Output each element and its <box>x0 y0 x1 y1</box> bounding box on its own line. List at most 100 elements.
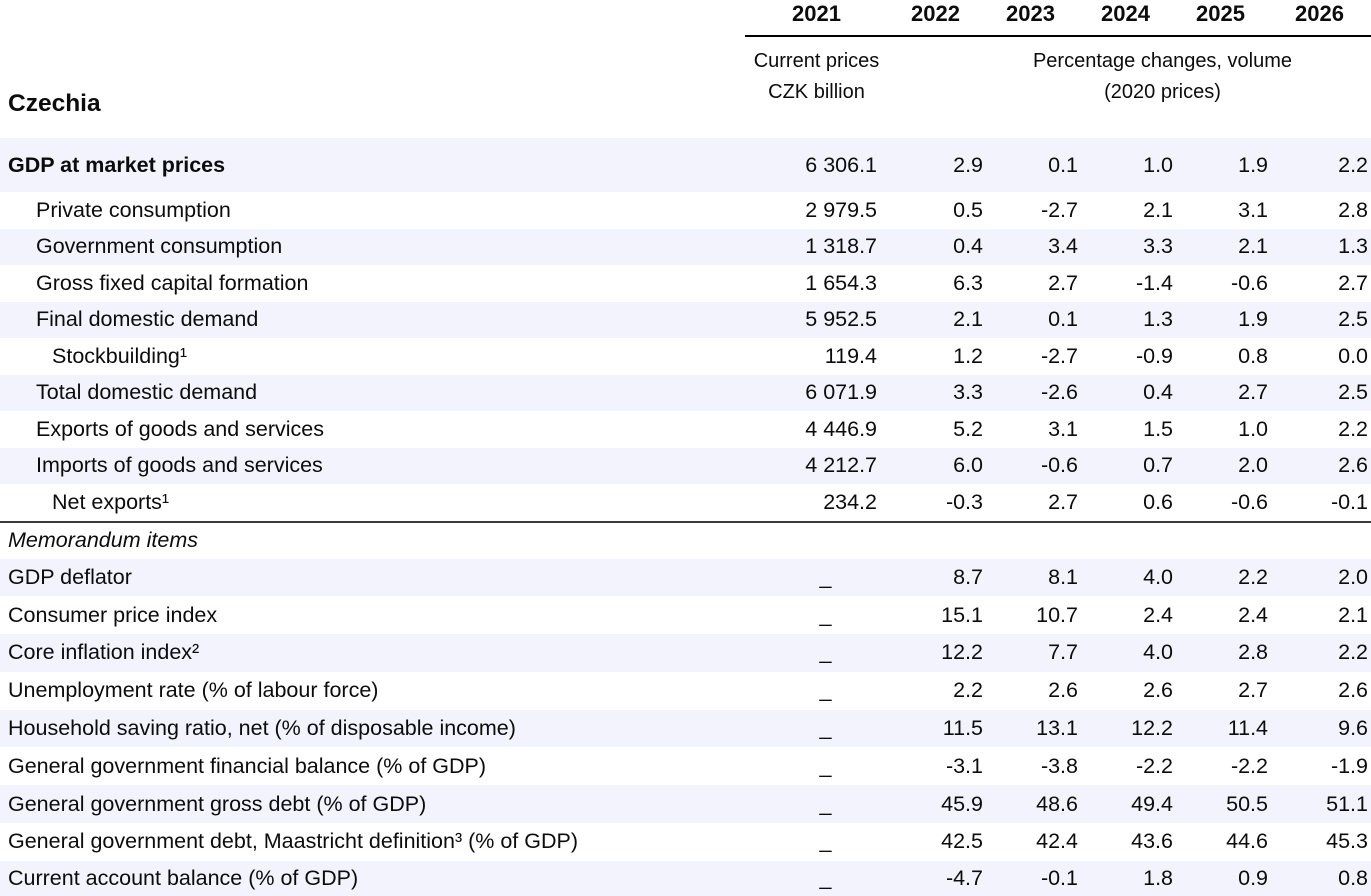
table-cell: 2.4 <box>1143 602 1173 627</box>
table-cell: 2.1 <box>1338 602 1368 627</box>
table-cell: 2.0 <box>1338 564 1368 589</box>
table-cell: 49.4 <box>1131 791 1173 816</box>
table-cell: 2.7 <box>1048 270 1078 295</box>
table-cell: 2.1 <box>1143 197 1173 222</box>
table-cell: 2.5 <box>1338 307 1368 332</box>
label-column-spacer <box>0 0 745 37</box>
table-cell: _ <box>819 753 832 778</box>
year-column-header: 2023 <box>1006 1 1055 26</box>
table-cell: -0.1 <box>1040 865 1078 890</box>
table-cell: 119.4 <box>824 343 877 368</box>
table-cell: 12.2 <box>1131 716 1173 741</box>
table-cell: 2.4 <box>1238 602 1268 627</box>
table-cell: 42.4 <box>1036 829 1078 854</box>
year-column-header: 2025 <box>1196 1 1245 26</box>
table-cell: 13.1 <box>1036 716 1078 741</box>
table-cell: 0.5 <box>953 197 983 222</box>
table-cell: 44.6 <box>1226 829 1268 854</box>
year-column-header: 2024 <box>1101 1 1150 26</box>
table-row: Core inflation index² _ 12.2 7.7 4.0 2.8… <box>0 634 1371 672</box>
table-cell: 2.9 <box>953 152 983 177</box>
table-cell: 3.3 <box>953 380 983 405</box>
row-label: Total domestic demand <box>36 380 258 405</box>
table-cell: _ <box>819 564 832 589</box>
table-cell: 1.2 <box>953 343 983 368</box>
table-cell: _ <box>819 829 832 854</box>
table-cell: 6 071.9 <box>805 380 877 405</box>
row-label: Gross fixed capital formation <box>36 270 309 295</box>
current-prices-line2: CZK billion <box>768 81 865 103</box>
table-cell: 4.0 <box>1143 564 1173 589</box>
table-cell: -0.6 <box>1040 453 1078 478</box>
table-row: Government consumption 1 318.7 0.4 3.4 3… <box>0 228 1371 265</box>
section-label: Memorandum items <box>8 528 198 552</box>
table-cell: 43.6 <box>1131 829 1173 854</box>
table-cell: 0.8 <box>1338 865 1368 890</box>
country-title: Czechia <box>8 90 101 117</box>
volume-subtitle: Percentage changes, volume (2020 prices) <box>888 37 1371 138</box>
table-row: Gross fixed capital formation 1 654.3 6.… <box>0 265 1371 302</box>
table-cell: 1.9 <box>1238 152 1268 177</box>
year-column-header: 2021 <box>792 1 841 26</box>
row-label: Unemployment rate (% of labour force) <box>8 678 379 703</box>
table-cell: 0.0 <box>1338 343 1368 368</box>
table-cell: 0.6 <box>1143 489 1173 514</box>
table-cell: 1 654.3 <box>805 270 877 295</box>
table-cell: _ <box>819 640 832 665</box>
table-cell: 0.1 <box>1048 307 1078 332</box>
table-cell: 50.5 <box>1226 791 1268 816</box>
table-cell: 3.4 <box>1048 234 1078 259</box>
table-cell: -0.3 <box>945 489 983 514</box>
year-columns-rule: 2021 2022 2023 2024 2025 2026 <box>745 0 1371 37</box>
table-cell: 1 318.7 <box>805 234 877 259</box>
current-prices-line1: Current prices <box>753 50 880 72</box>
table-cell: 0.4 <box>953 234 983 259</box>
table-cell: -2.2 <box>1135 753 1173 778</box>
table-cell: 3.1 <box>1048 416 1078 441</box>
table-cell: -2.7 <box>1040 343 1078 368</box>
table-cell: 0.8 <box>1238 343 1268 368</box>
current-prices-subtitle: Current prices CZK billion <box>745 37 888 138</box>
table-cell: 2.7 <box>1238 678 1268 703</box>
table-cell: 7.7 <box>1048 640 1078 665</box>
table-row: Exports of goods and services 4 446.9 5.… <box>0 411 1371 448</box>
table-cell: 42.5 <box>941 829 983 854</box>
table-cell: 2.2 <box>1338 640 1368 665</box>
table-cell: 9.6 <box>1338 716 1368 741</box>
table-cell: 45.9 <box>941 791 983 816</box>
table-cell: 5.2 <box>953 416 983 441</box>
table-cell: -1.9 <box>1330 753 1368 778</box>
table-cell: 45.3 <box>1326 829 1368 854</box>
table-cell: -2.6 <box>1040 380 1078 405</box>
table-cell: _ <box>819 716 832 741</box>
table-cell: -4.7 <box>945 865 983 890</box>
table-cell: 4 446.9 <box>805 416 877 441</box>
table-row: Current account balance (% of GDP) _ -4.… <box>0 860 1371 896</box>
table-cell: 2.8 <box>1338 197 1368 222</box>
table-cell: 2.2 <box>1338 152 1368 177</box>
table-row: Stockbuilding¹ 119.4 1.2 -2.7 -0.9 0.8 0… <box>0 338 1371 375</box>
year-column-header: 2026 <box>1295 1 1344 26</box>
table-row: Consumer price index _ 15.1 10.7 2.4 2.4… <box>0 596 1371 634</box>
year-header-row: 2021 2022 2023 2024 2025 2026 <box>0 0 1371 37</box>
table-cell: 2.6 <box>1338 678 1368 703</box>
table-row: Total domestic demand 6 071.9 3.3 -2.6 0… <box>0 374 1371 411</box>
table-cell: 3.1 <box>1238 197 1268 222</box>
table-cell: 2.6 <box>1143 678 1173 703</box>
table-cell: _ <box>819 602 832 627</box>
table-cell: 2.7 <box>1048 489 1078 514</box>
row-label: General government financial balance (% … <box>8 753 487 778</box>
row-label: GDP at market prices <box>8 152 226 177</box>
table-cell: _ <box>819 865 832 890</box>
row-label: GDP deflator <box>8 564 132 589</box>
row-label: Stockbuilding¹ <box>52 343 188 368</box>
table-row: Net exports¹ 234.2 -0.3 2.7 0.6 -0.6 -0.… <box>0 484 1371 521</box>
table-cell: 2.2 <box>953 678 983 703</box>
row-label: General government debt, Maastricht defi… <box>8 829 579 854</box>
table-row: Household saving ratio, net (% of dispos… <box>0 709 1371 748</box>
table-cell: 15.1 <box>941 602 983 627</box>
table-cell: 6.0 <box>953 453 983 478</box>
table-cell: -3.1 <box>945 753 983 778</box>
table-cell: -3.8 <box>1040 753 1078 778</box>
table-cell: 2.7 <box>1238 380 1268 405</box>
